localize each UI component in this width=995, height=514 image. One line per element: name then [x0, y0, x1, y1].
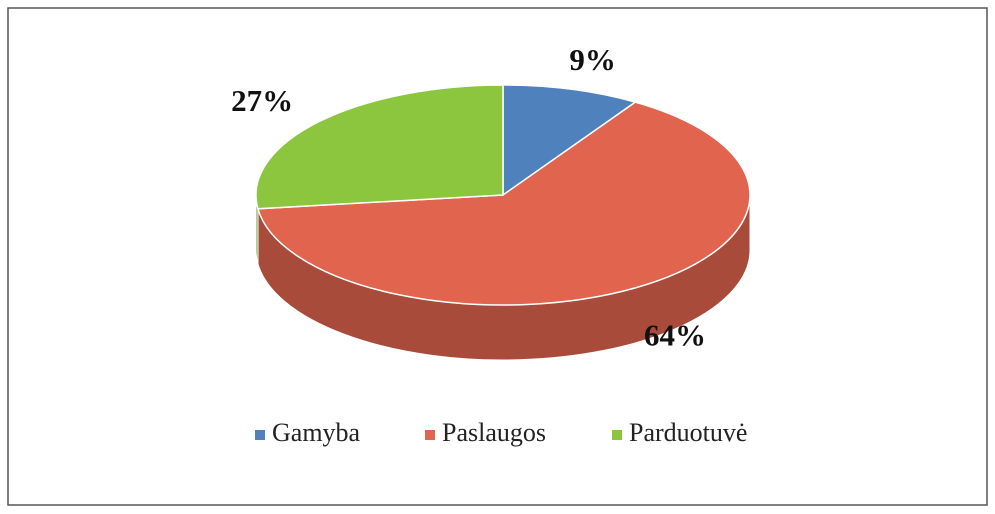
pie-slice	[255, 84, 504, 210]
legend-label: Paslaugos	[442, 418, 546, 447]
legend-swatch	[612, 430, 622, 440]
data-label: 9%	[569, 42, 616, 77]
pie-slice	[502, 84, 638, 197]
legend-label: Gamyba	[272, 418, 361, 447]
legend-label: Parduotuvė	[629, 418, 747, 447]
pie-slice	[256, 101, 751, 306]
legend-swatch	[255, 430, 265, 440]
data-label: 64%	[644, 318, 706, 353]
legend-swatch	[425, 430, 435, 440]
data-label: 27%	[231, 83, 293, 118]
